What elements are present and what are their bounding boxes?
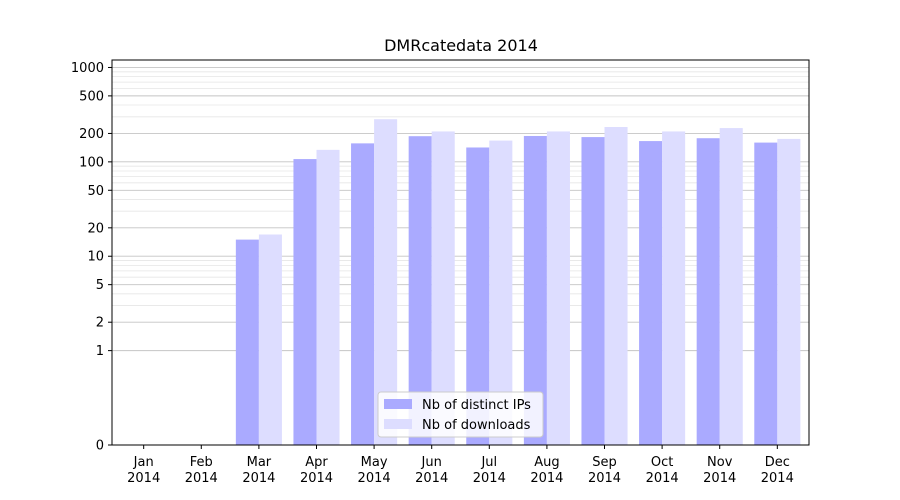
x-tick-label-month: Jul [480,455,497,470]
x-tick-label-month: Feb [190,455,213,470]
legend-swatch [384,399,412,409]
bar-downloads [431,131,455,445]
x-tick-label-year: 2014 [127,471,160,486]
legend-swatch [384,419,412,429]
x-tick-label-month: Aug [534,455,559,470]
bar-distinct-ips [466,147,490,445]
bar-distinct-ips [754,142,778,445]
y-tick-label: 2 [96,316,104,331]
chart-title: DMRcatedata 2014 [384,36,538,55]
bar-distinct-ips [581,137,605,446]
x-tick-label-year: 2014 [646,471,679,486]
y-tick-label: 500 [79,89,104,104]
bar-downloads [546,131,570,445]
legend-box [377,391,544,438]
y-tick-label: 10 [87,250,104,265]
y-tick-label: 0 [96,439,104,454]
x-tick-label-month: Oct [651,455,673,470]
x-tick-label-month: Sep [592,455,617,470]
y-tick-label: 5 [96,278,104,293]
plot-area-frame [111,59,810,446]
y-tick-label: 1 [96,344,104,359]
x-axis: Jan2014Feb2014Mar2014Apr2014May2014Jun20… [127,445,794,486]
y-tick-label: 100 [79,155,104,170]
y-axis: 0 1 2 5 10 20 50 100 200 500 1000 [71,61,112,454]
x-tick-label-month: Jun [421,455,442,470]
x-tick-label-month: Mar [247,455,272,470]
bar-downloads [258,234,282,445]
x-tick-label-year: 2014 [703,471,736,486]
x-tick-label-month: Apr [305,455,328,470]
x-tick-label-year: 2014 [242,471,275,486]
x-tick-label-month: Jan [133,455,154,470]
bar-downloads [604,127,628,446]
x-tick-label-year: 2014 [185,471,218,486]
x-tick-label-year: 2014 [415,471,448,486]
x-tick-label-year: 2014 [761,471,794,486]
bar-distinct-ips [351,143,375,445]
legend-label: Nb of distinct IPs [422,398,531,413]
x-tick-label-year: 2014 [358,471,391,486]
y-tick-label: 1000 [71,61,104,76]
bar-downloads [374,119,398,446]
bar-downloads [662,131,686,445]
grid-lines [112,67,809,352]
bar-downloads [316,149,340,445]
x-tick-label-year: 2014 [588,471,621,486]
x-tick-label-year: 2014 [473,471,506,486]
x-tick-label-month: May [361,455,388,470]
bar-downloads [719,128,743,445]
bar-distinct-ips [235,239,259,445]
y-tick-label: 50 [87,184,104,199]
bar-distinct-ips [408,136,432,446]
bar-downloads [489,140,513,445]
x-tick-label-month: Dec [765,455,790,470]
x-tick-label-year: 2014 [300,471,333,486]
y-tick-label: 20 [87,221,104,236]
x-tick-label-year: 2014 [530,471,563,486]
bar-distinct-ips [293,159,317,445]
legend: Nb of distinct IPs Nb of downloads [377,391,544,438]
legend-label: Nb of downloads [422,418,531,433]
bars [235,119,801,446]
bar-distinct-ips [639,141,663,446]
y-tick-label: 200 [79,127,104,142]
x-tick-label-month: Nov [707,455,733,470]
bar-downloads [777,138,801,445]
bar-distinct-ips [523,135,547,445]
bar-distinct-ips [696,138,720,445]
